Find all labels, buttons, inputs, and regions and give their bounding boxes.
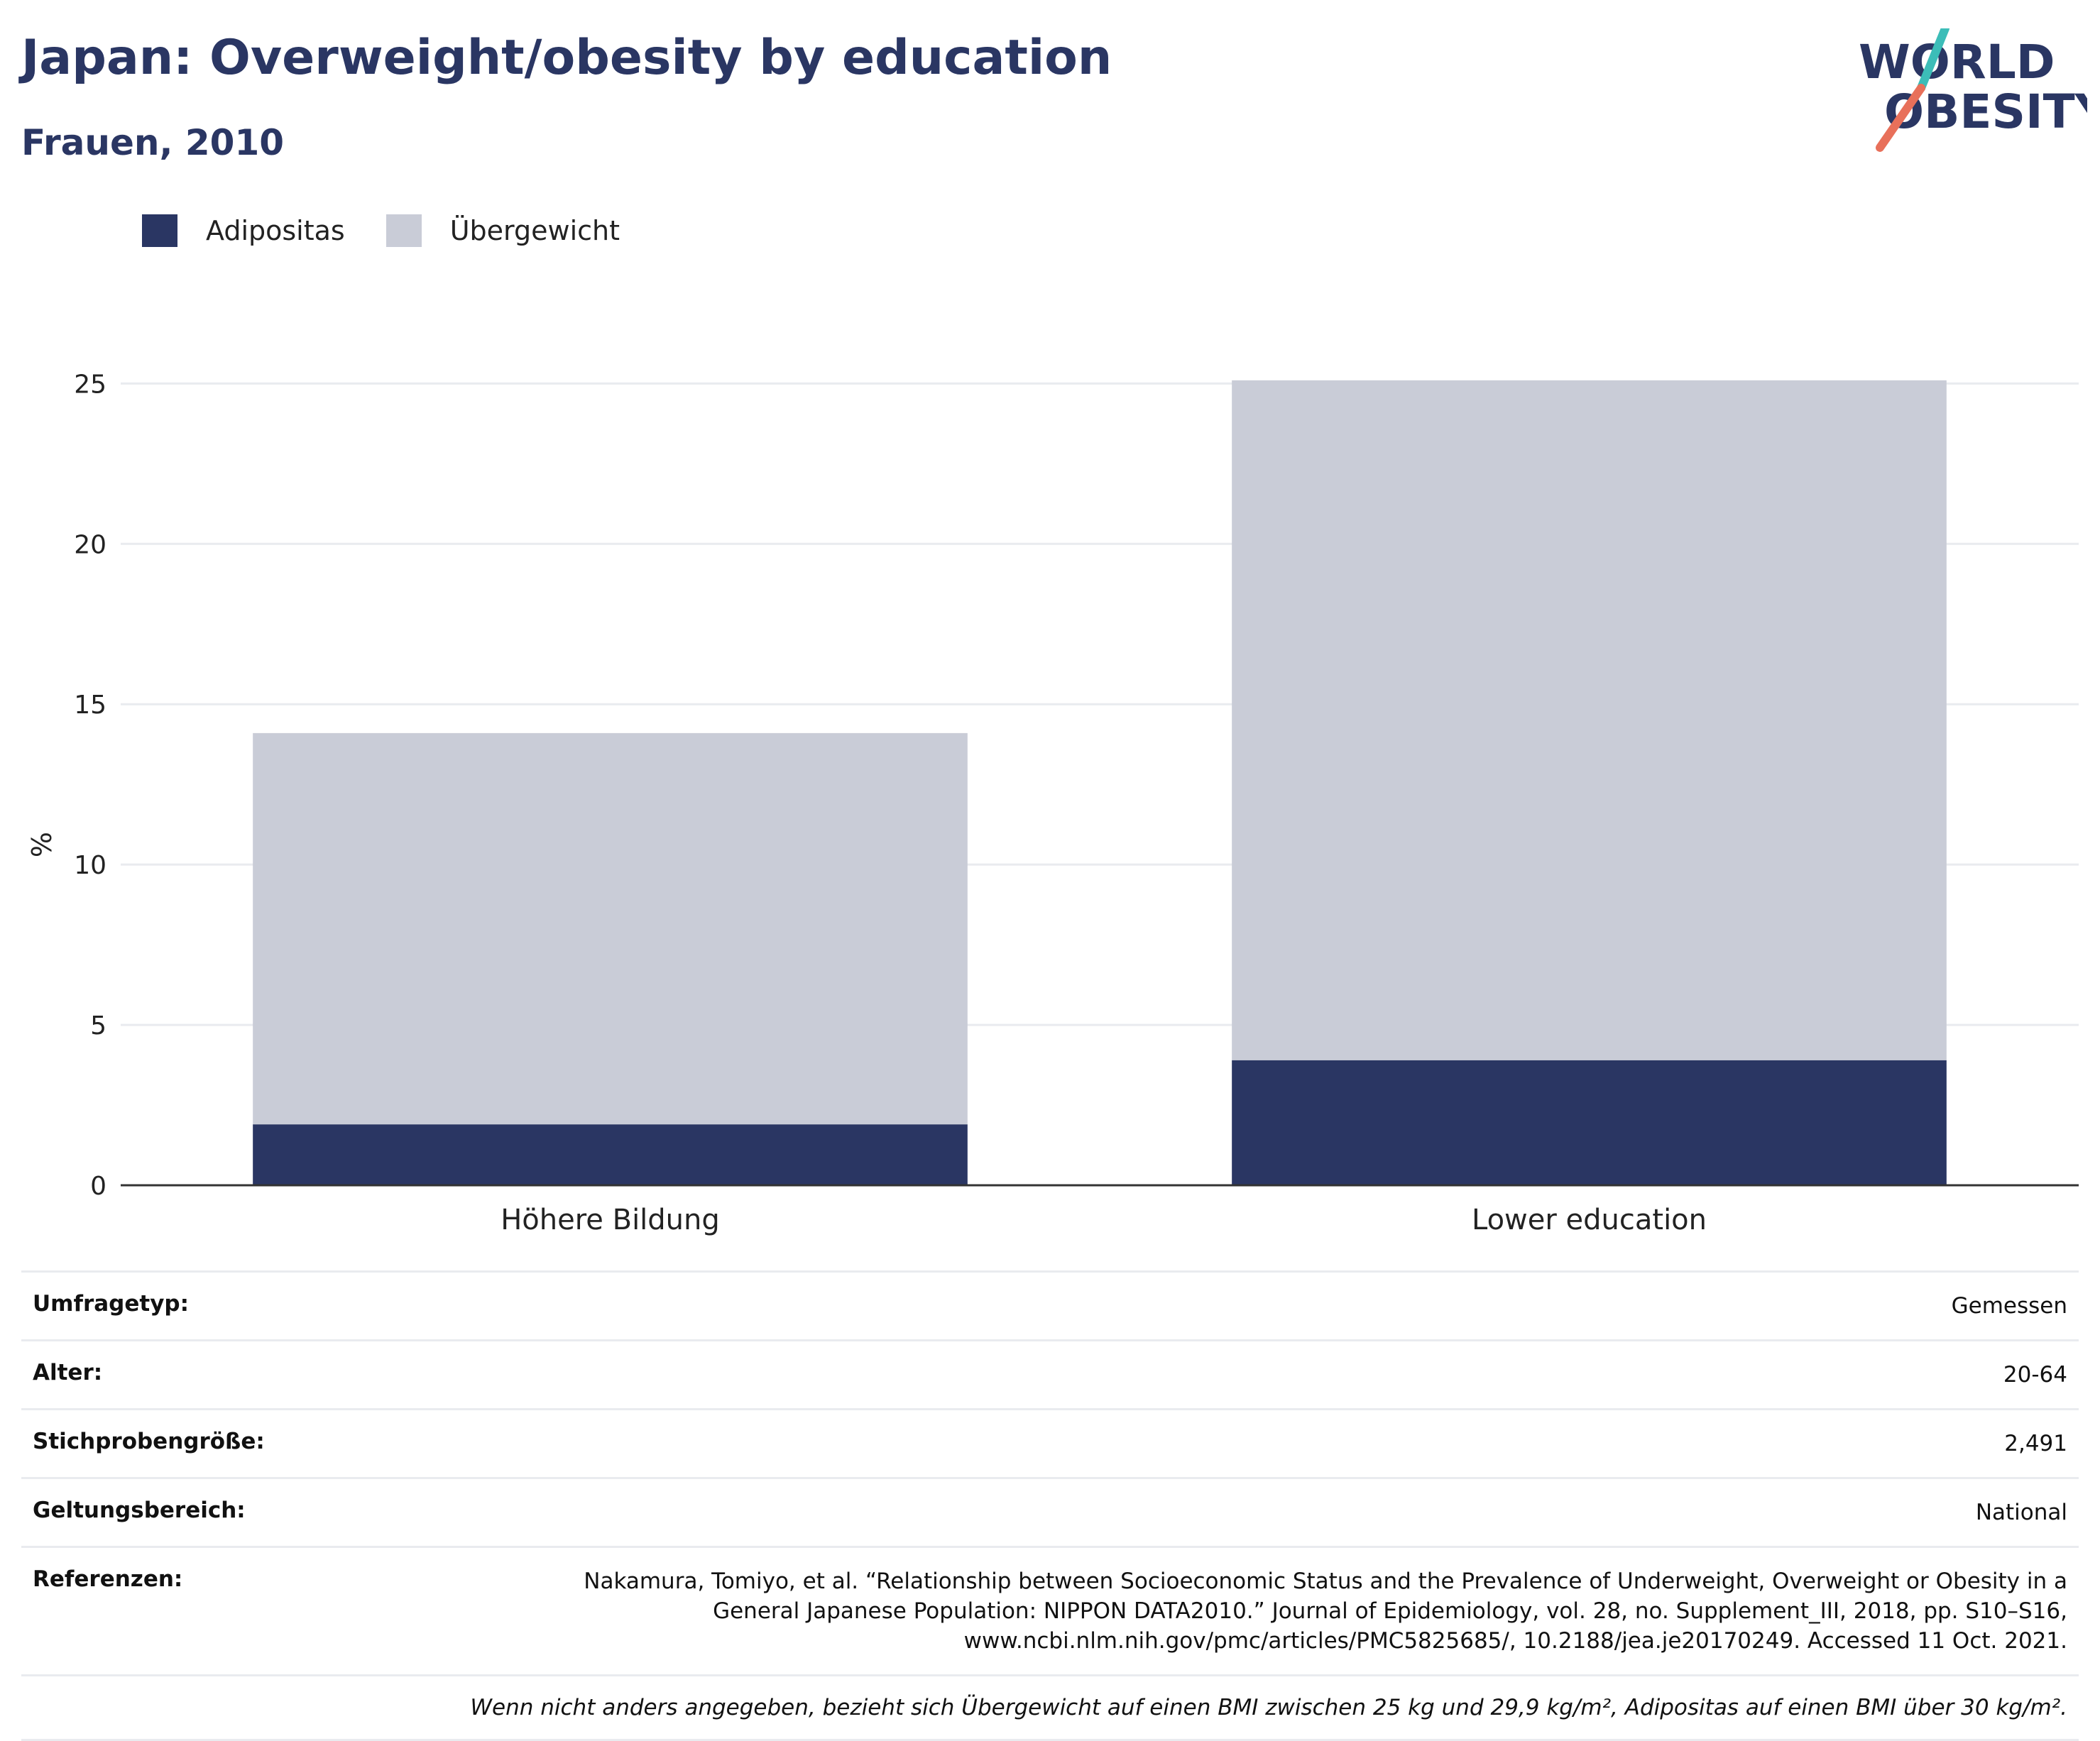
meta-value: National — [1975, 1500, 2067, 1525]
y-axis-label: % — [26, 832, 58, 857]
meta-key: Referenzen: — [33, 1566, 183, 1592]
y-tick-label: 5 — [90, 1011, 106, 1040]
footnote: Wenn nicht anders angegeben, bezieht sic… — [470, 1695, 2067, 1720]
meta-value: 2,491 — [2004, 1431, 2067, 1456]
legend-item-uebergewicht[interactable]: Übergewicht — [385, 214, 620, 247]
meta-key: Alter: — [33, 1360, 103, 1385]
meta-row-footnote: Wenn nicht anders angegeben, bezieht sic… — [21, 1674, 2079, 1741]
meta-row-scope: Geltungsbereich: National — [21, 1477, 2079, 1546]
logo-slash-teal — [1917, 28, 1949, 92]
meta-key: Umfragetyp: — [33, 1291, 189, 1317]
reference-line: www.ncbi.nlm.nih.gov/pmc/articles/PMC582… — [963, 1628, 2067, 1654]
y-tick-label: 15 — [74, 691, 106, 720]
legend-swatch-uebergewicht — [385, 214, 422, 247]
bar-adipositas-1 — [1232, 1060, 1947, 1185]
meta-row-references: Referenzen: Nakamura, Tomiyo, et al. “Re… — [21, 1546, 2079, 1674]
y-tick-label: 0 — [90, 1172, 106, 1201]
meta-key: Stichprobengröße: — [33, 1429, 265, 1454]
y-tick-label: 25 — [74, 370, 106, 399]
meta-value: Gemessen — [1951, 1293, 2067, 1319]
x-tick-label: Lower education — [1472, 1204, 1707, 1236]
logo-slash-coral — [1876, 84, 1925, 152]
meta-value: 20-64 — [2003, 1362, 2067, 1388]
bar-chart: 0 5 10 15 20 25% Höhere Bildung Lower education — [26, 370, 2079, 1236]
bar-adipositas-0 — [253, 1124, 968, 1185]
logo-text-world: WORLD — [1859, 35, 2055, 89]
legend-item-adipositas[interactable]: Adipositas — [142, 214, 345, 247]
y-tick-label: 20 — [74, 530, 106, 559]
legend-swatch-adipositas — [142, 214, 177, 247]
legend-label-uebergewicht: Übergewicht — [449, 215, 620, 246]
y-tick-label: 10 — [74, 851, 106, 880]
metadata-table: Umfragetyp: Gemessen Alter: 20-64 Stichp… — [21, 1270, 2079, 1741]
chart-legend: Adipositas Übergewicht — [142, 213, 661, 248]
meta-key: Geltungsbereich: — [33, 1498, 246, 1523]
reference-line: Nakamura, Tomiyo, et al. “Relationship b… — [584, 1569, 2067, 1594]
meta-row-age: Alter: 20-64 — [21, 1339, 2079, 1408]
x-tick-label: Höhere Bildung — [501, 1204, 720, 1236]
meta-row-sample-size: Stichprobengröße: 2,491 — [21, 1408, 2079, 1477]
chart-title: Japan: Overweight/obesity by education — [21, 30, 1112, 86]
chart-subtitle: Frauen, 2010 — [21, 122, 285, 163]
meta-row-survey-type: Umfragetyp: Gemessen — [21, 1270, 2079, 1339]
bar-uebergewicht-0 — [253, 732, 968, 1125]
reference-line: General Japanese Population: NIPPON DATA… — [713, 1598, 2067, 1624]
legend-label-adipositas: Adipositas — [206, 215, 345, 246]
world-obesity-logo: WORLD OBESITY — [1859, 28, 2087, 152]
bar-uebergewicht-1 — [1232, 380, 1947, 1060]
meta-value-references: Nakamura, Tomiyo, et al. “Relationship b… — [584, 1566, 2067, 1656]
